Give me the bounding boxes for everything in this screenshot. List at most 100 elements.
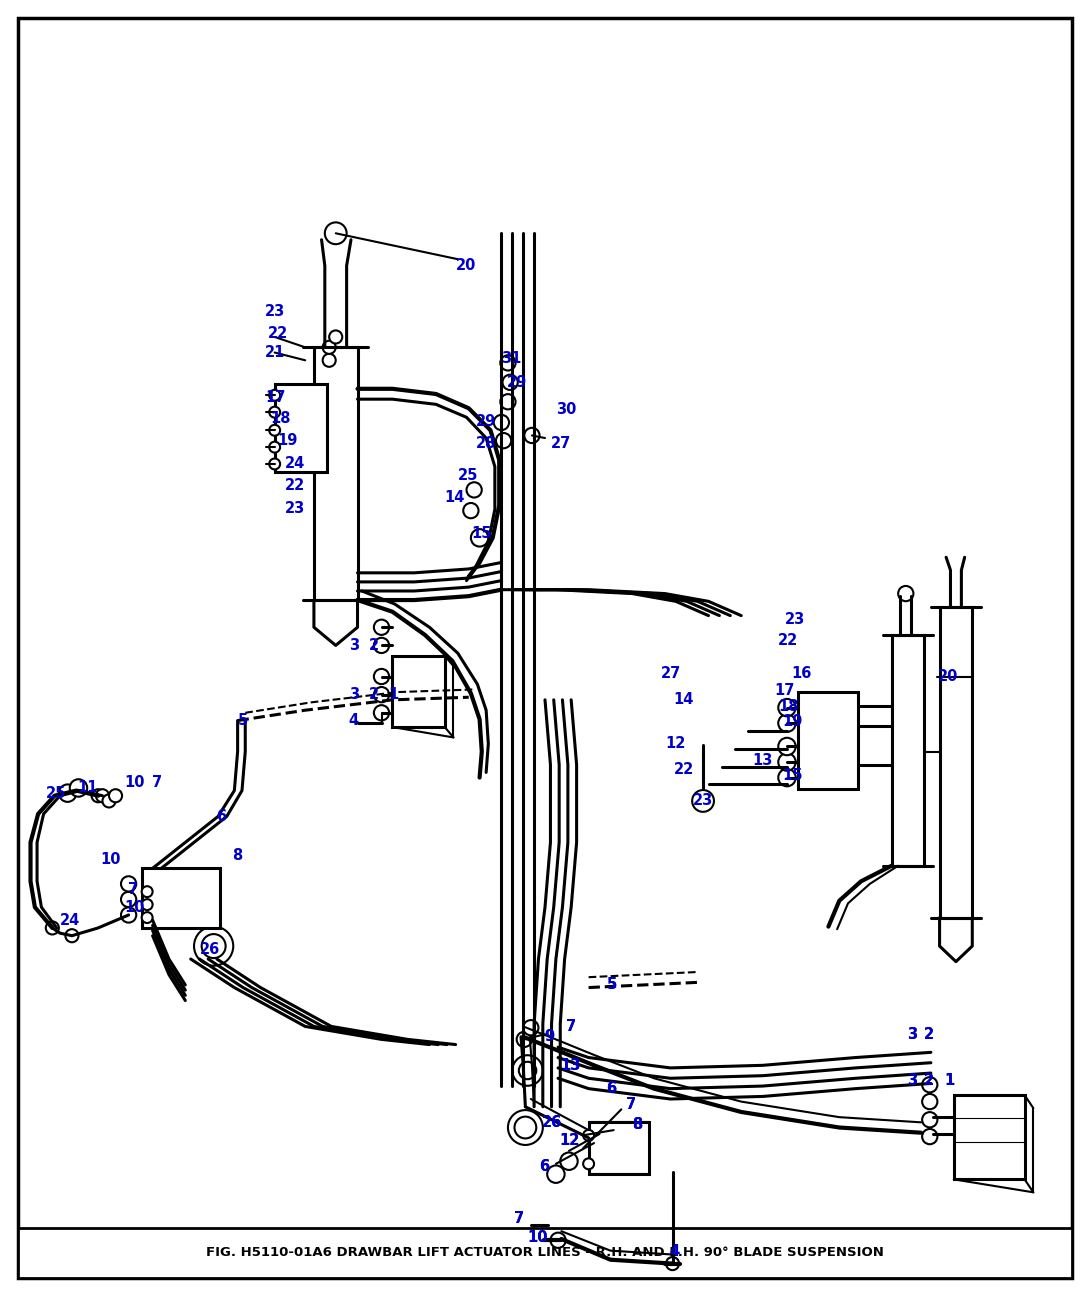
Text: 30: 30 — [556, 402, 577, 417]
Text: 1: 1 — [944, 1073, 954, 1089]
Text: 17: 17 — [774, 683, 795, 699]
Circle shape — [46, 921, 59, 934]
Text: 21: 21 — [265, 345, 286, 360]
Text: 27: 27 — [550, 435, 571, 451]
Circle shape — [269, 390, 280, 400]
Text: 18: 18 — [778, 699, 799, 714]
Circle shape — [374, 638, 389, 653]
Text: 7: 7 — [566, 1019, 576, 1034]
Bar — [892, 635, 924, 866]
Text: 7: 7 — [514, 1210, 524, 1226]
Circle shape — [547, 1165, 565, 1183]
Text: 28: 28 — [476, 435, 497, 451]
Text: 19: 19 — [277, 433, 298, 448]
Circle shape — [514, 1117, 536, 1138]
Text: 26: 26 — [542, 1115, 562, 1130]
Circle shape — [374, 687, 389, 702]
Text: 22: 22 — [674, 762, 694, 778]
Bar — [314, 347, 358, 600]
Text: 12: 12 — [559, 1133, 580, 1148]
Circle shape — [922, 1129, 937, 1144]
Circle shape — [269, 459, 280, 469]
Circle shape — [467, 482, 482, 498]
Text: 19: 19 — [783, 714, 803, 730]
Text: 7: 7 — [626, 1096, 635, 1112]
Bar — [19, 1229, 1071, 1278]
Text: 23: 23 — [785, 612, 806, 627]
Circle shape — [778, 699, 796, 717]
Text: 8: 8 — [632, 1117, 642, 1133]
Circle shape — [374, 619, 389, 635]
Text: 10: 10 — [100, 851, 121, 867]
Text: 6: 6 — [216, 809, 226, 824]
Circle shape — [523, 1020, 538, 1036]
Text: 23: 23 — [693, 793, 714, 809]
Text: 23: 23 — [265, 303, 286, 319]
Text: 9: 9 — [544, 1029, 554, 1045]
Text: 15: 15 — [783, 767, 803, 783]
Text: 14: 14 — [445, 490, 465, 505]
Circle shape — [778, 714, 796, 732]
Text: 20: 20 — [937, 669, 958, 684]
Text: 5: 5 — [238, 713, 247, 728]
Text: 4: 4 — [669, 1244, 679, 1260]
Circle shape — [102, 794, 116, 807]
Circle shape — [121, 907, 136, 923]
Circle shape — [550, 1232, 566, 1248]
Text: 4: 4 — [349, 713, 359, 728]
Circle shape — [323, 354, 336, 367]
Circle shape — [517, 1032, 532, 1047]
Text: 1: 1 — [388, 687, 398, 702]
Circle shape — [494, 415, 509, 430]
Text: 29: 29 — [507, 375, 528, 390]
Text: 12: 12 — [559, 1133, 580, 1148]
Text: 16: 16 — [791, 666, 812, 682]
Text: 23: 23 — [284, 500, 305, 516]
Text: 7: 7 — [514, 1210, 524, 1226]
Text: 13: 13 — [560, 1058, 581, 1073]
Text: 6: 6 — [540, 1159, 549, 1174]
Bar — [589, 1122, 649, 1174]
Text: 10: 10 — [528, 1230, 548, 1245]
Text: 3: 3 — [907, 1026, 917, 1042]
Text: 10: 10 — [124, 899, 145, 915]
Text: 22: 22 — [284, 478, 305, 494]
Circle shape — [65, 929, 78, 942]
Text: 18: 18 — [270, 411, 291, 426]
Circle shape — [59, 784, 76, 802]
Text: 3: 3 — [907, 1073, 917, 1089]
Circle shape — [524, 428, 540, 443]
Circle shape — [329, 330, 342, 343]
Circle shape — [922, 1077, 937, 1093]
Circle shape — [519, 1061, 536, 1080]
Bar — [142, 868, 220, 928]
Text: 2: 2 — [368, 687, 378, 702]
Circle shape — [500, 394, 516, 410]
Circle shape — [269, 442, 280, 452]
Text: 31: 31 — [501, 351, 522, 367]
Circle shape — [922, 1094, 937, 1109]
Circle shape — [898, 586, 913, 601]
Circle shape — [142, 886, 153, 897]
Circle shape — [778, 737, 796, 756]
Text: 2: 2 — [924, 1026, 934, 1042]
Circle shape — [778, 753, 796, 771]
Text: 2: 2 — [924, 1026, 934, 1042]
Text: 13: 13 — [752, 753, 773, 769]
Text: 15: 15 — [471, 526, 492, 542]
Text: 1: 1 — [944, 1073, 954, 1089]
Circle shape — [325, 223, 347, 244]
Text: 7: 7 — [152, 775, 161, 791]
Text: 26: 26 — [199, 942, 220, 958]
Text: 6: 6 — [606, 1081, 616, 1096]
Text: 25: 25 — [458, 468, 479, 483]
Text: 9: 9 — [544, 1029, 554, 1045]
Circle shape — [508, 1111, 543, 1144]
Bar — [954, 1095, 1025, 1179]
Text: 2: 2 — [368, 638, 378, 653]
Text: FIG. H5110-01A6 DRAWBAR LIFT ACTUATOR LINES - R.H. AND L.H. 90° BLADE SUSPENSION: FIG. H5110-01A6 DRAWBAR LIFT ACTUATOR LI… — [206, 1247, 884, 1260]
Circle shape — [512, 1055, 543, 1086]
Text: 26: 26 — [542, 1115, 562, 1130]
Text: 3: 3 — [349, 687, 359, 702]
Text: 5: 5 — [607, 977, 617, 993]
